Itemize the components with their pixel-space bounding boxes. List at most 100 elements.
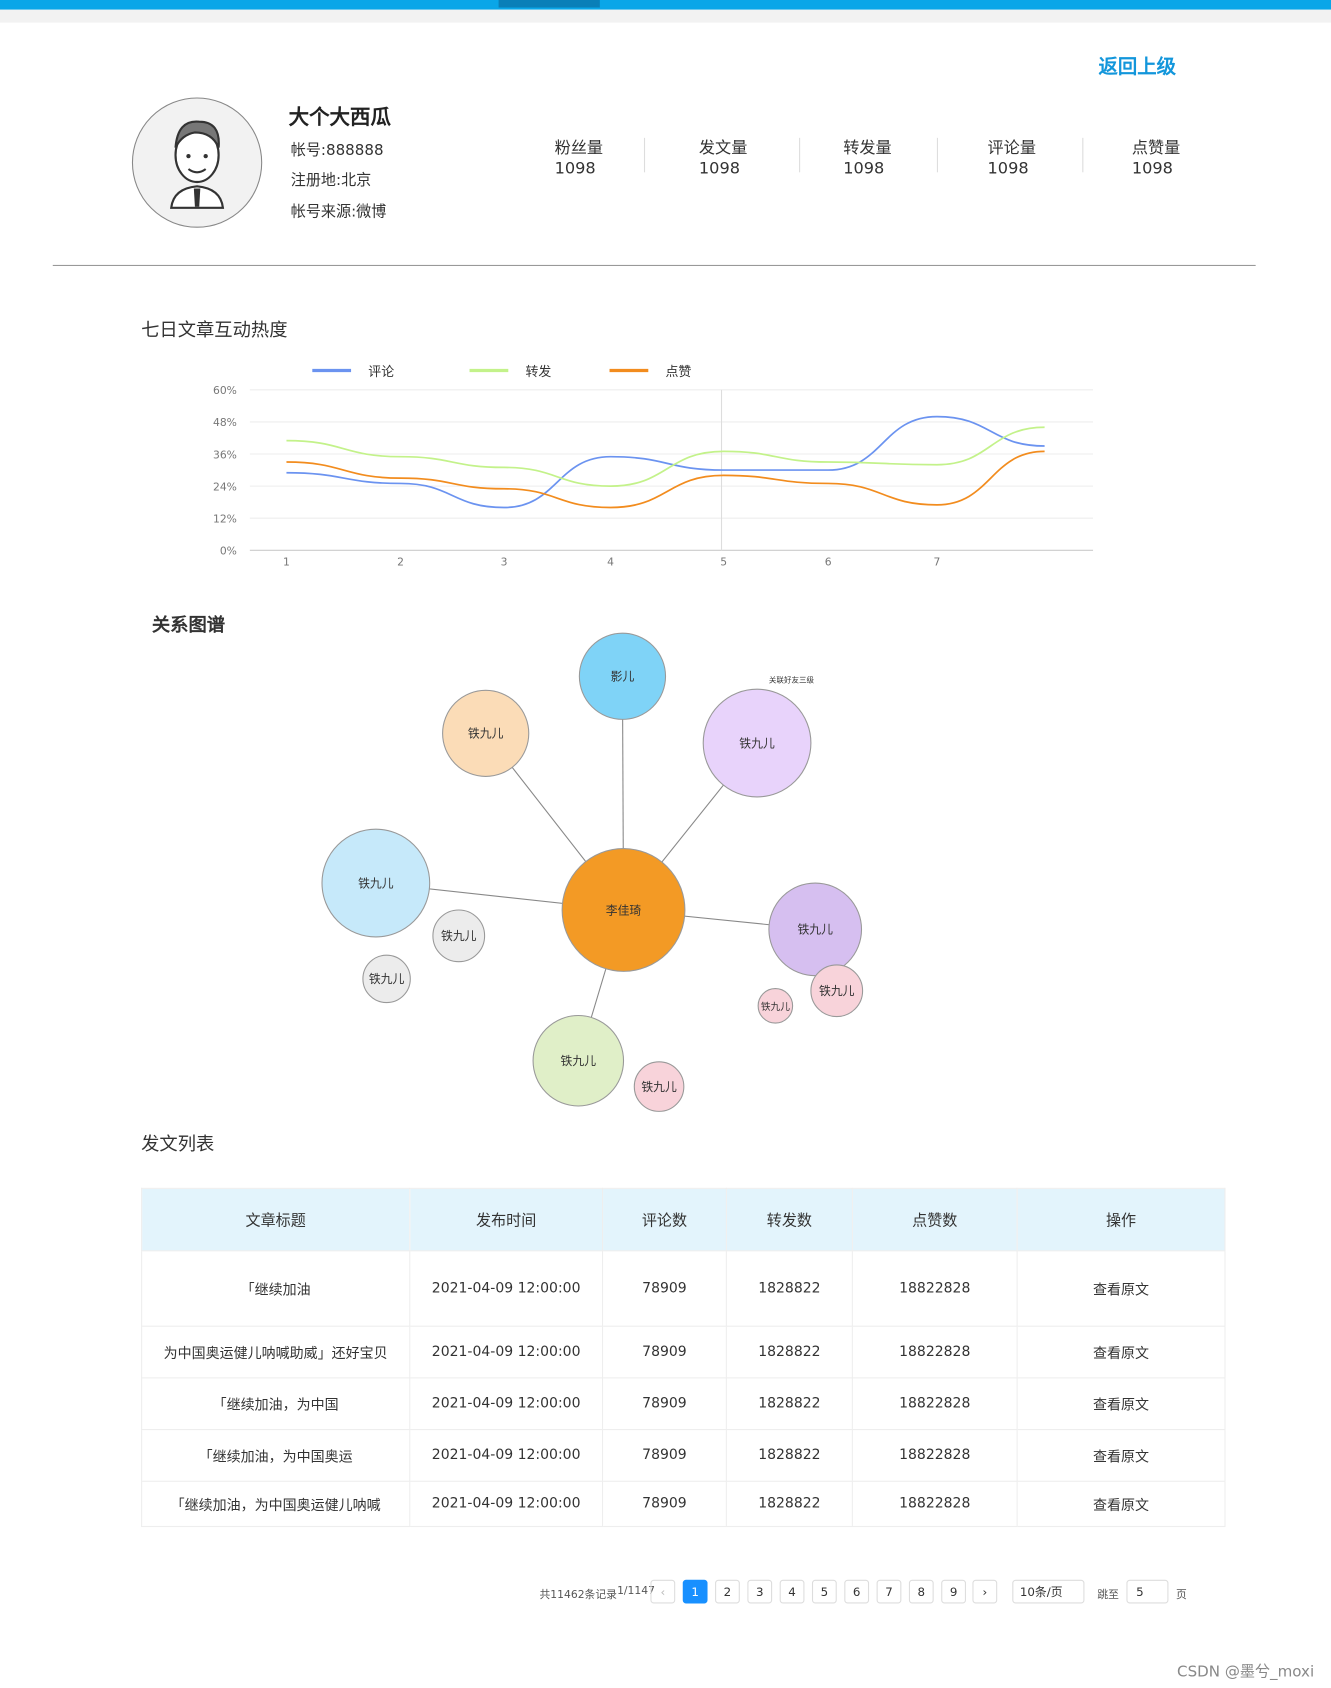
divider [52,264,1256,266]
series-line [286,426,1045,487]
page-button[interactable]: 5 [811,1579,837,1604]
column-header: 文章标题 [141,1187,411,1252]
stat-separator [643,137,646,173]
y-tick-label: 24% [213,480,237,493]
page-button[interactable]: 3 [747,1579,773,1604]
x-tick-label: 6 [825,555,832,568]
table-cell: 1828822 [725,1480,853,1528]
table-cell: 1828822 [725,1377,853,1431]
column-header: 发布时间 [409,1187,604,1252]
view-link[interactable]: 查看原文 [1016,1325,1226,1379]
table-cell: 「继续加油，为中国奥运 [141,1429,411,1482]
y-tick-label: 48% [213,416,237,429]
avatar [131,97,263,228]
node-label: 铁九儿 [561,1054,597,1068]
table-cell: 78909 [601,1250,727,1327]
table-cell: 2021-04-09 12:00:00 [409,1250,604,1327]
relation-graph: 影儿铁九儿铁九儿铁九儿李佳琦铁九儿铁九儿铁九儿铁九儿铁九儿铁九儿铁九儿关联好友三… [321,632,864,1112]
node-label: 影儿 [611,670,635,684]
node-label: 铁九儿 [797,923,833,937]
jump-input[interactable]: 5 [1126,1579,1169,1604]
x-tick-label: 4 [607,555,614,568]
stat-value: 1098 [554,158,596,178]
x-tick-label: 1 [283,555,290,568]
table-cell: 2021-04-09 12:00:00 [409,1325,604,1379]
stat-separator [1082,137,1084,173]
back-link[interactable]: 返回上级 [1098,55,1176,79]
source: 帐号来源:微博 [290,203,387,221]
page-button[interactable]: 2 [715,1579,740,1604]
view-link[interactable]: 查看原文 [1016,1429,1226,1482]
graph-node[interactable] [702,688,812,798]
x-tick-label: 7 [933,555,940,568]
column-header: 转发数 [725,1187,853,1252]
table-cell: 为中国奥运健儿呐喊助威」还好宝贝 [141,1325,411,1379]
page-button[interactable]: 9 [941,1579,966,1604]
graph-node[interactable] [757,988,794,1024]
prev-button[interactable]: ‹ [650,1579,676,1604]
graph-node[interactable] [321,828,431,938]
size-select[interactable]: 10条/页 [1012,1579,1085,1604]
series-line [286,450,1045,509]
table-cell: 78909 [601,1325,727,1379]
stat-value: 1098 [987,158,1029,178]
y-tick-label: 60% [213,384,237,397]
stat-label: 点赞量 [1131,137,1181,158]
graph-node[interactable] [561,848,686,972]
table-row: 为中国奥运健儿呐喊助威」还好宝贝 2021-04-09 12:00:00 78909… [141,1325,1226,1379]
x-tick-label: 3 [501,555,508,568]
jump-text: 跳至 [1097,1589,1119,1602]
page-button[interactable]: 4 [779,1579,805,1604]
node-label: 铁九儿 [641,1080,677,1094]
page-button[interactable]: 1 [682,1579,708,1604]
graph-node[interactable] [432,909,486,963]
table-cell: 18822828 [851,1325,1018,1379]
legend-label: 评论 [368,365,394,380]
view-link[interactable]: 查看原文 [1016,1250,1226,1327]
graph-node[interactable] [810,964,864,1018]
graph-annotation: 关联好友三级 [769,675,815,685]
table-cell: 「继续加油，为中国 [141,1377,411,1431]
graph-node[interactable] [578,632,667,720]
column-header: 操作 [1016,1187,1226,1252]
column-header: 评论数 [601,1187,727,1252]
node-label: 铁九儿 [739,736,775,750]
header-row: 文章标题 发布时间 评论数 转发数 点赞数 操作 [141,1187,1226,1252]
graph-node[interactable] [442,689,530,777]
unit-text: 页 [1175,1589,1187,1602]
stat-label: 转发量 [843,137,892,158]
region: 注册地:北京 [290,172,372,190]
y-tick-label: 36% [213,448,237,461]
node-label: 铁九儿 [761,1000,790,1013]
table-cell: 1828822 [725,1429,853,1482]
page-button[interactable]: 7 [876,1579,902,1604]
node-label: 铁九儿 [369,972,405,986]
table-cell: 2021-04-09 12:00:00 [409,1429,604,1482]
stat-value: 1098 [698,158,741,178]
graph-node[interactable] [532,1014,625,1107]
next-button[interactable]: › [972,1579,998,1604]
graph-title: 关系图谱 [151,614,226,637]
table-cell: 1828822 [725,1250,853,1327]
x-tick-label: 2 [397,555,404,568]
graph-node[interactable] [633,1061,685,1112]
view-link[interactable]: 查看原文 [1016,1480,1226,1528]
table-cell: 78909 [601,1429,727,1482]
stat-label: 粉丝量 [554,137,604,158]
view-link[interactable]: 查看原文 [1016,1377,1226,1431]
page-text: 1/1147 [617,1585,655,1598]
y-tick-label: 12% [213,513,237,526]
page-button[interactable]: 6 [844,1579,870,1604]
sub-bar [0,9,1331,23]
column-header: 点赞数 [851,1187,1018,1252]
y-tick-label: 0% [220,545,237,558]
x-tick-label: 5 [720,555,727,568]
watermark: CSDN @墨兮_moxi [1177,1663,1315,1682]
page-button[interactable]: 8 [908,1579,934,1604]
graph-node[interactable] [362,954,411,1004]
line-chart: 0% 12% 24% 36% 48% 60% 1 2 3 4 5 6 7 评论 转发 点赞 [213,364,1094,568]
stat-label: 发文量 [698,137,748,158]
active-tab[interactable] [498,0,600,8]
